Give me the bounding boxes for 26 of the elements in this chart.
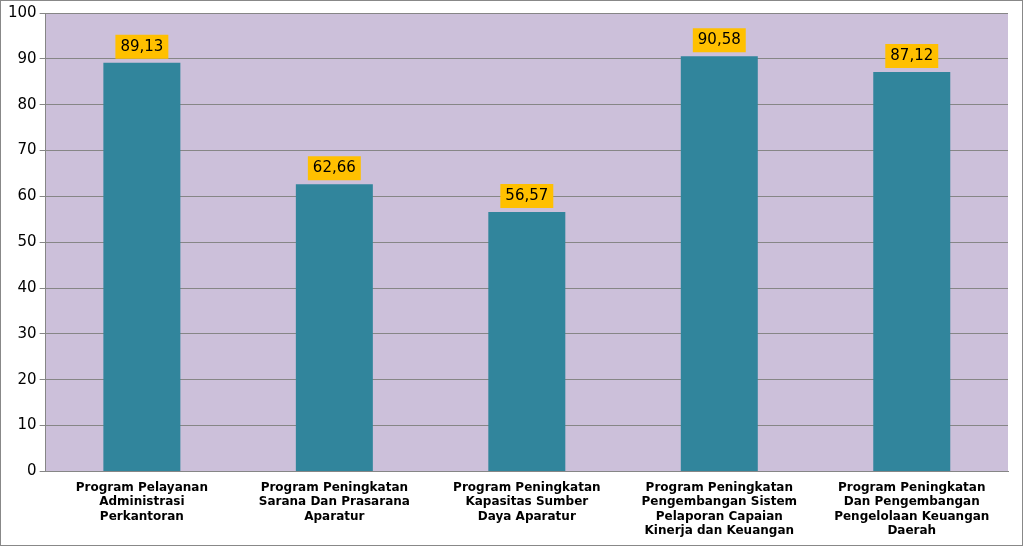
y-tick-label: 100: [7, 2, 37, 21]
bar: [873, 72, 951, 471]
data-label: 62,66: [312, 158, 356, 177]
x-tick-label: Program Peningkatan Kapasitas Sumber Daya Aparatur: [453, 479, 601, 523]
x-tick-label: Program Pelayanan Administrasi Perkantoran: [75, 479, 208, 523]
data-label: 56,57: [505, 185, 549, 204]
y-tick-label: 70: [17, 140, 37, 159]
x-tick-label: Program Peningkatan Sarana Dan Prasarana Aparatur: [258, 479, 410, 523]
data-label: 89,13: [120, 36, 164, 55]
y-tick-label: 40: [17, 277, 37, 296]
data-label: 90,58: [697, 30, 741, 49]
bar: [488, 212, 566, 471]
y-tick-label: 0: [27, 461, 37, 480]
y-tick-label: 60: [17, 186, 37, 205]
bar: [103, 62, 181, 471]
x-tick-label: Program Peningkatan Pengembangan Sistem Pelaporan Capaian Kinerja dan Keuangan: [641, 479, 798, 537]
y-tick-label: 20: [17, 369, 37, 388]
y-tick-label: 10: [17, 415, 37, 434]
data-label: 87,12: [890, 45, 934, 64]
x-tick-label: Program Peningkatan Dan Pengembangan Pengelolaan Keuangan Daerah: [834, 479, 990, 537]
y-tick-label: 50: [17, 232, 37, 251]
y-tick-label: 90: [17, 48, 37, 67]
y-tick-label: 80: [17, 94, 37, 113]
y-tick-label: 30: [17, 323, 37, 342]
bar: [295, 184, 373, 471]
bar: [680, 56, 758, 471]
